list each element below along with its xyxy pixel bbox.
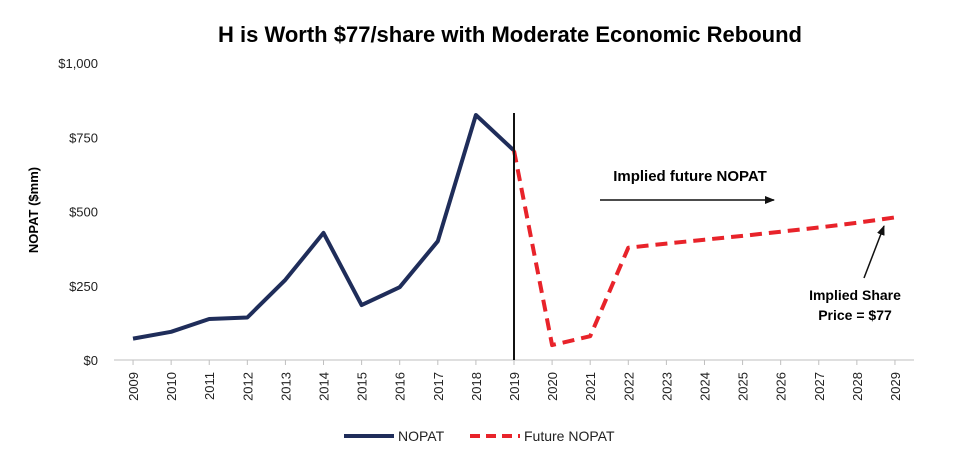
- annotation-share-price-line1: Implied Share: [809, 287, 901, 303]
- annotation-future-nopat-text: Implied future NOPAT: [613, 168, 767, 185]
- x-tick-label: 2012: [240, 372, 255, 401]
- x-tick-label: 2014: [317, 372, 332, 401]
- legend: NOPAT Future NOPAT: [344, 428, 615, 444]
- series-line-future-nopat: [512, 150, 896, 348]
- annotation-share-price: Implied Share Price = $77: [809, 225, 901, 323]
- x-tick-label: 2029: [888, 372, 903, 401]
- x-tick-label: 2022: [621, 372, 636, 401]
- x-tick-label: 2023: [659, 372, 674, 401]
- x-tick-label: 2025: [736, 372, 751, 401]
- y-axis-label: NOPAT ($mm): [26, 167, 41, 253]
- x-tick-label: 2011: [202, 372, 217, 400]
- x-tick-label: 2028: [850, 372, 865, 401]
- y-tick-label: $1,000: [58, 56, 98, 71]
- annotation-share-price-line2: Price = $77: [818, 307, 892, 323]
- chart-title: H is Worth $77/share with Moderate Econo…: [218, 22, 802, 47]
- x-tick-label: 2021: [583, 372, 598, 401]
- y-tick-label: $0: [84, 353, 98, 368]
- x-tick-label: 2009: [126, 372, 141, 401]
- x-tick-label: 2015: [355, 372, 370, 401]
- x-tick-label: 2024: [697, 372, 712, 401]
- x-tick-label: 2016: [393, 372, 408, 401]
- x-tick-label: 2027: [812, 372, 827, 401]
- y-tick-label: $500: [69, 205, 98, 220]
- annotation-future-nopat: Implied future NOPAT: [600, 168, 775, 204]
- x-tick-label: 2019: [507, 372, 522, 401]
- x-tick-label: 2026: [774, 372, 789, 401]
- annotation-share-price-arrow: [863, 225, 885, 279]
- series-line-nopat: [132, 113, 516, 341]
- legend-label-nopat: NOPAT: [398, 428, 445, 444]
- x-tick-label: 2013: [278, 372, 293, 401]
- x-tick-label: 2017: [431, 372, 446, 401]
- legend-label-future-nopat: Future NOPAT: [524, 428, 615, 444]
- series-layer: [132, 113, 896, 348]
- y-axis: $0 $250 $500 $750 $1,000: [58, 56, 98, 368]
- y-tick-label: $750: [69, 130, 98, 145]
- x-tick-label: 2020: [545, 372, 560, 401]
- x-tick-label: 2018: [469, 372, 484, 401]
- x-axis: 2009 2010 2011 2012 2013 2014 2015 2016 2017 2018…: [126, 360, 903, 401]
- y-tick-label: $250: [69, 279, 98, 294]
- x-tick-label: 2010: [164, 372, 179, 401]
